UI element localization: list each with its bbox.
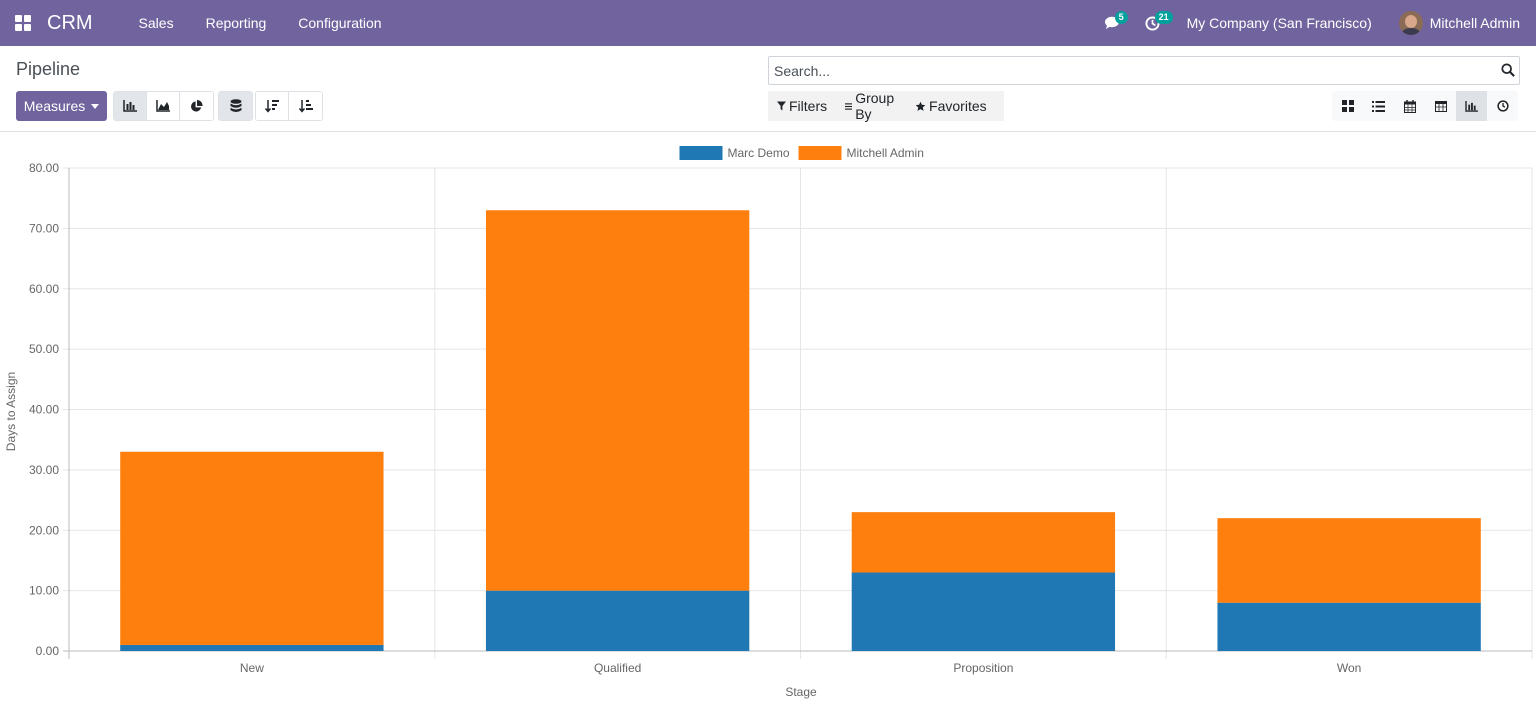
y-tick-label: 0.00 <box>36 644 60 658</box>
y-tick-label: 70.00 <box>29 221 59 235</box>
legend-label: Mitchell Admin <box>847 146 924 160</box>
search-icon[interactable] <box>1501 63 1515 77</box>
stacked-toggle-button[interactable] <box>219 92 252 120</box>
graph-view: 0.00 10.00 20.00 30.00 40.00 50.00 60.00 70.00 8… <box>0 133 1536 703</box>
y-axis-label: Days to Assign <box>4 372 18 451</box>
search-options-bar: Filters Group By Favorites <box>768 90 1004 122</box>
bar-chart-icon <box>1465 100 1478 112</box>
pivot-view-button[interactable] <box>1425 91 1456 121</box>
y-tick-label: 20.00 <box>29 523 59 537</box>
search-bar <box>768 56 1520 85</box>
apps-menu-button[interactable] <box>0 0 46 46</box>
user-name: Mitchell Admin <box>1429 15 1520 31</box>
stacked-bar-chart: 0.00 10.00 20.00 30.00 40.00 50.00 60.00 70.00 8… <box>4 146 1533 699</box>
view-switcher <box>1332 91 1518 121</box>
sort-ascending-button[interactable] <box>289 92 322 120</box>
bar-mitchell-admin-won <box>1217 518 1481 603</box>
favorites-button[interactable]: Favorites <box>915 98 987 114</box>
caret-down-icon <box>91 103 100 109</box>
y-tick-label: 80.00 <box>29 161 59 175</box>
clock-icon <box>1496 100 1509 112</box>
bar-chart-icon <box>123 100 137 112</box>
legend-swatch <box>798 146 842 160</box>
top-navbar: CRM Sales Reporting Configuration 5 21 M… <box>0 0 1536 46</box>
avatar <box>1398 11 1423 35</box>
x-tick-label: Qualified <box>594 661 641 675</box>
favorites-label: Favorites <box>929 98 987 114</box>
kanban-view-button[interactable] <box>1332 91 1363 121</box>
sort-descending-button[interactable] <box>256 92 289 120</box>
stacked-group <box>218 91 253 121</box>
menu-configuration[interactable]: Configuration <box>298 15 382 31</box>
sort-group <box>255 91 323 121</box>
filters-label: Filters <box>789 98 828 114</box>
bar-mitchell-admin-qualified <box>485 210 750 591</box>
y-tick-label: 60.00 <box>29 282 59 296</box>
bar-mitchell-admin-new <box>120 451 384 645</box>
graph-view-button[interactable] <box>1456 91 1487 121</box>
chart-type-group <box>113 91 214 121</box>
x-axis-label: Stage <box>785 685 817 699</box>
y-tick-label: 30.00 <box>29 463 59 477</box>
group-by-button[interactable]: Group By <box>845 90 897 122</box>
app-brand[interactable]: CRM <box>47 11 93 34</box>
table-icon <box>1434 100 1447 112</box>
x-tick-label: Won <box>1337 661 1361 675</box>
line-chart-button[interactable] <box>147 92 180 120</box>
measures-dropdown-button[interactable]: Measures <box>16 91 107 121</box>
company-switcher[interactable]: My Company (San Francisco) <box>1186 15 1372 31</box>
filters-button[interactable]: Filters <box>777 98 827 114</box>
search-input[interactable] <box>769 57 1489 84</box>
apps-grid-icon <box>15 15 31 31</box>
sort-amount-desc-icon <box>265 100 279 113</box>
activity-view-button[interactable] <box>1487 91 1518 121</box>
bar-marc-demo-won <box>1217 602 1481 651</box>
messages-badge: 5 <box>1114 11 1128 24</box>
pie-chart-icon <box>191 99 203 112</box>
control-panel: Pipeline Measures <box>0 46 1536 132</box>
bar-marc-demo-new <box>120 644 384 651</box>
legend-label: Marc Demo <box>728 146 790 160</box>
user-menu[interactable]: Mitchell Admin <box>1389 11 1536 35</box>
area-chart-icon <box>156 100 170 112</box>
messages-button[interactable]: 5 <box>1093 0 1133 46</box>
group-by-label: Group By <box>855 90 895 122</box>
list-view-button[interactable] <box>1363 91 1394 121</box>
bars-icon <box>845 102 853 110</box>
systray: 5 21 My Company (San Francisco) Mitchell… <box>1093 0 1536 46</box>
bar-chart-button[interactable] <box>114 92 147 120</box>
activities-button[interactable]: 21 <box>1133 0 1173 46</box>
star-icon <box>915 101 926 111</box>
sort-amount-asc-icon <box>298 100 313 113</box>
y-tick-label: 40.00 <box>29 403 59 417</box>
list-icon <box>1372 100 1385 112</box>
menu-sales[interactable]: Sales <box>138 15 174 31</box>
pie-chart-button[interactable] <box>180 92 213 120</box>
y-tick-label: 10.00 <box>29 584 59 598</box>
y-tick-label: 50.00 <box>29 342 59 356</box>
kanban-icon <box>1341 100 1354 112</box>
measures-label: Measures <box>23 98 86 114</box>
page-title: Pipeline <box>16 59 81 79</box>
database-icon <box>230 99 241 113</box>
main-menu: Sales Reporting Configuration <box>123 0 398 46</box>
bar-mitchell-admin-proposition <box>851 512 1116 573</box>
legend-swatch <box>679 146 723 160</box>
bar-marc-demo-proposition <box>851 572 1116 651</box>
menu-reporting[interactable]: Reporting <box>205 15 267 31</box>
x-tick-label: Proposition <box>953 661 1013 675</box>
activities-badge: 21 <box>1154 11 1173 24</box>
x-tick-label: New <box>240 661 264 675</box>
calendar-icon <box>1403 99 1416 113</box>
filter-icon <box>777 101 786 111</box>
calendar-view-button[interactable] <box>1394 91 1425 121</box>
bar-marc-demo-qualified <box>485 590 750 651</box>
